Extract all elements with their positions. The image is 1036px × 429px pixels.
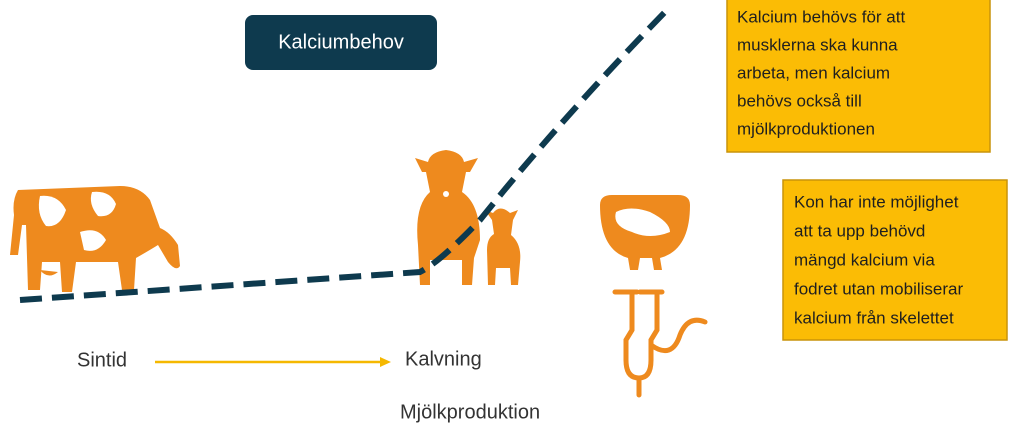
note-line: mängd kalcium via bbox=[794, 250, 935, 269]
bell bbox=[443, 191, 449, 197]
diagram: Kalciumbehov Kalcium behövs för att muskl… bbox=[0, 0, 1036, 429]
note-line: musklerna ska kunna bbox=[737, 35, 898, 54]
title: Kalciumbehov bbox=[278, 31, 404, 53]
note-line: mjölkproduktionen bbox=[737, 119, 875, 138]
timeline-start: Sintid bbox=[77, 349, 127, 371]
note-line: Kalcium behövs för att bbox=[737, 7, 905, 26]
note-line: arbeta, men kalcium bbox=[737, 63, 890, 82]
timeline-end: Kalvning bbox=[405, 348, 482, 370]
arrow-head bbox=[380, 357, 391, 367]
cow-calf-icon bbox=[415, 150, 520, 285]
note-line: behövs också till bbox=[737, 91, 862, 110]
note-line: fodret utan mobiliserar bbox=[794, 279, 963, 298]
timeline-phase: Mjölkproduktion bbox=[400, 401, 540, 423]
milker-icon bbox=[615, 292, 705, 395]
note-line: att ta upp behövd bbox=[794, 221, 925, 240]
note-line: Kon har inte möjlighet bbox=[794, 192, 959, 211]
note-line: kalcium från skelettet bbox=[794, 308, 954, 327]
